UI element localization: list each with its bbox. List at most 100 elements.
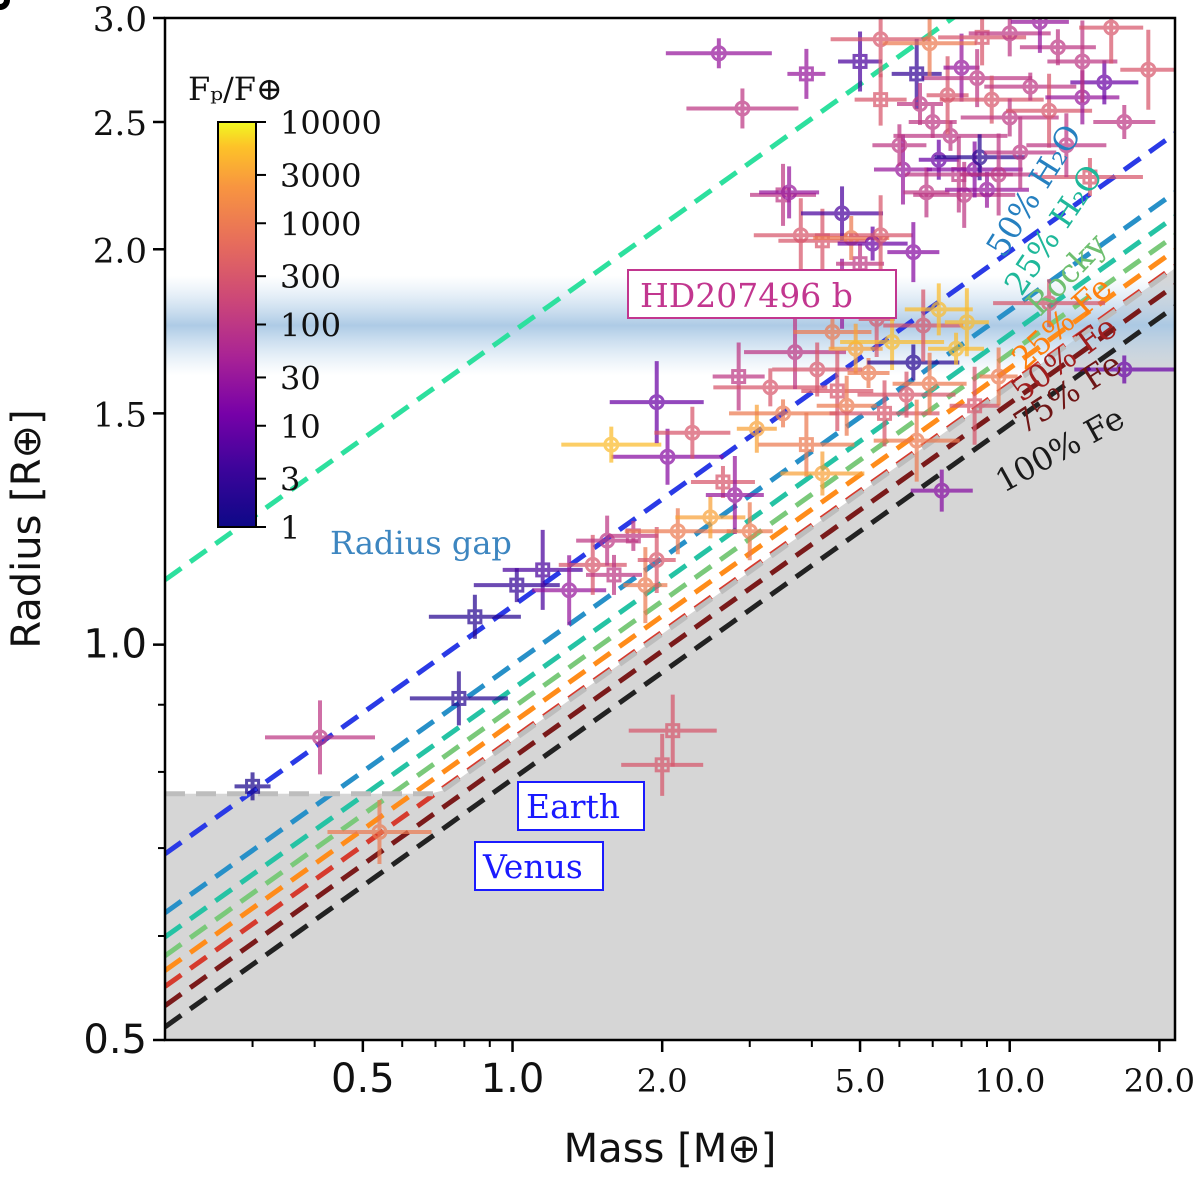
planet-point xyxy=(611,428,724,485)
planet-point xyxy=(609,361,704,444)
y-tick-label: 3.0 xyxy=(93,0,147,40)
y-tick-label: 0.5 xyxy=(83,1017,147,1063)
x-tick-label: 10.0 xyxy=(974,1062,1045,1100)
planet-point xyxy=(780,451,865,496)
planet-point xyxy=(428,594,521,639)
planet-point xyxy=(665,38,772,69)
planet-point xyxy=(1006,73,1093,148)
planet-point xyxy=(637,526,676,593)
planet-point xyxy=(928,332,985,365)
planet-point xyxy=(1047,20,1118,103)
colorbar-tick-label: 1 xyxy=(280,509,300,547)
planet-point xyxy=(1093,104,1156,139)
colorbar: 10000 3000 1000 300 100 30 10 3 1 Fₚ/F⊕ xyxy=(188,70,382,547)
planet-point xyxy=(234,772,271,801)
planet-point xyxy=(872,124,927,167)
planet-point xyxy=(944,171,1029,208)
planet-point xyxy=(1010,18,1069,53)
y-tick-label: 2.5 xyxy=(93,104,147,144)
curve-75-fe xyxy=(165,283,1175,1008)
planet-point xyxy=(787,48,826,99)
y-tick-label: 2.0 xyxy=(93,231,147,271)
composition-curves xyxy=(165,18,1175,1030)
planet-point xyxy=(1079,18,1144,64)
planet-point xyxy=(621,733,704,796)
colorbar-bar xyxy=(217,121,257,528)
planet-hd207496-b: HD207496 b xyxy=(0,0,897,319)
planet-point xyxy=(801,350,874,431)
x-tick-label: 20.0 xyxy=(1124,1062,1195,1100)
labeled-planets: HD207496 b Earth Venus xyxy=(0,0,897,891)
planet-point xyxy=(561,426,662,463)
x-axis-ticks: 0.5 1.0 2.0 5.0 10.0 20.0 xyxy=(251,1040,1195,1102)
plot-frame xyxy=(163,16,1177,1042)
y-tick-label: 1.5 xyxy=(93,395,147,435)
planet-point xyxy=(713,368,828,407)
planet-point xyxy=(759,166,820,219)
y-axis-ticks: 0.5 1.0 1.5 2.0 2.5 3.0 xyxy=(83,0,165,1063)
planet-point xyxy=(726,502,773,561)
planet-point xyxy=(857,371,956,418)
planet-point xyxy=(959,133,1038,216)
planet-point xyxy=(854,73,907,126)
planet-point xyxy=(265,700,376,775)
planet-point xyxy=(984,72,1077,101)
planet-point xyxy=(949,366,1000,445)
x-tick-label: 1.0 xyxy=(481,1056,545,1102)
radius-gap-label: Radius gap xyxy=(330,524,512,562)
planet-point xyxy=(1026,113,1107,178)
planet-point xyxy=(829,380,940,447)
planet-point xyxy=(686,88,799,129)
colorbar-title: Fₚ/F⊕ xyxy=(188,70,283,108)
planet-point xyxy=(753,198,848,273)
curve-25-h2o xyxy=(165,190,1175,915)
planet-point xyxy=(867,344,960,381)
colorbar-tick-label: 30 xyxy=(280,359,321,397)
colorbar-tick-label: 3 xyxy=(280,461,300,499)
planet-point xyxy=(893,120,1008,151)
planet-point xyxy=(922,49,1033,108)
colorbar-tick-label: 10 xyxy=(280,408,321,446)
planet-point xyxy=(712,342,765,411)
planet-point xyxy=(904,283,973,336)
planet-point xyxy=(1074,355,1175,384)
planet-label: HD207496 b xyxy=(640,276,853,315)
curve-rocky-water xyxy=(165,214,1175,940)
planet-point xyxy=(327,800,432,865)
planet-label: Earth xyxy=(526,787,620,826)
colorbar-tick-label: 100 xyxy=(280,307,341,345)
planet-points xyxy=(234,18,1175,865)
x-tick-label: 0.5 xyxy=(331,1056,395,1102)
planet-point xyxy=(873,399,960,482)
planet-point xyxy=(1120,29,1175,110)
planet-point xyxy=(984,116,1057,189)
y-tick-label: 1.0 xyxy=(83,622,147,668)
colorbar-tick-label: 3000 xyxy=(280,157,361,195)
colorbar-tick-label: 10000 xyxy=(280,104,382,142)
planet-point xyxy=(705,455,764,534)
planet-point xyxy=(744,315,847,390)
planet-point xyxy=(993,279,1106,328)
planet-point xyxy=(758,412,855,477)
planet-point xyxy=(887,222,940,283)
planet-point xyxy=(628,694,717,767)
planet-point xyxy=(1036,158,1143,197)
planet-point xyxy=(729,399,838,428)
planet-point xyxy=(838,31,883,92)
planet-point xyxy=(793,314,872,349)
curve-50-h2o xyxy=(165,131,1175,856)
planet-point xyxy=(772,342,863,397)
planet-point xyxy=(830,18,931,78)
planet-point xyxy=(690,465,755,498)
curve-rocky xyxy=(165,233,1175,958)
curve-100-h2-envelope xyxy=(165,18,958,582)
planet-venus: Venus xyxy=(474,841,604,891)
planet-point xyxy=(473,568,560,603)
planet-point xyxy=(910,469,973,512)
x-axis-title: Mass [M⊕] xyxy=(564,1126,777,1172)
x-tick-label: 5.0 xyxy=(835,1062,886,1100)
curve-100-fe xyxy=(165,304,1175,1030)
planet-point xyxy=(608,520,659,551)
planet-point xyxy=(896,83,943,126)
